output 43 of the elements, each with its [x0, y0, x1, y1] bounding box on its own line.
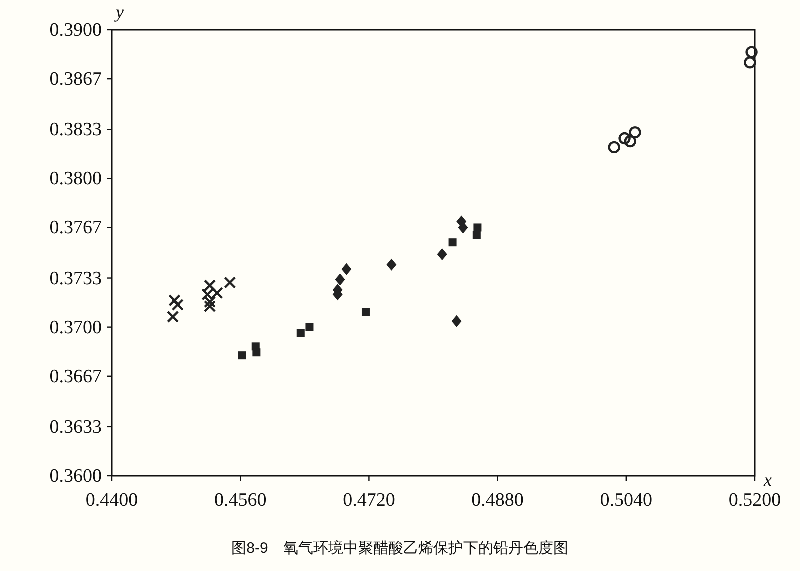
point	[474, 224, 482, 232]
y-tick-label: 0.3700	[50, 317, 102, 338]
point	[252, 348, 261, 357]
y-tick-label: 0.3767	[50, 218, 102, 239]
point	[448, 238, 457, 247]
x-tick-label: 0.4880	[472, 490, 524, 511]
y-axis-title: y	[114, 2, 124, 22]
y-tick-label: 0.3633	[50, 416, 102, 438]
point	[238, 352, 246, 360]
x-tick-label: 0.5040	[600, 490, 653, 511]
point	[211, 287, 224, 300]
point	[624, 135, 637, 148]
y-tick-label: 0.3733	[50, 268, 102, 290]
y-tick-label: 0.3800	[50, 168, 102, 190]
point	[746, 46, 758, 58]
text: 图8-9 氧气环境中聚醋酸乙烯保护下的铅丹色度图	[232, 540, 568, 557]
x-tick-label: 0.4560	[214, 490, 267, 511]
point	[296, 329, 305, 338]
x-tick-label: 0.4720	[343, 490, 396, 511]
point	[452, 315, 462, 328]
point	[608, 141, 620, 154]
point	[629, 126, 642, 139]
point	[744, 56, 756, 69]
point	[618, 132, 631, 145]
y-tick-label: 0.3667	[50, 366, 102, 388]
point	[168, 294, 181, 307]
point	[172, 298, 184, 312]
point	[335, 274, 346, 286]
point	[437, 248, 448, 260]
point	[224, 276, 236, 289]
y-tick-label: 0.3600	[50, 466, 102, 487]
point	[362, 308, 370, 316]
x-axis-title: x	[763, 470, 772, 490]
y-tick-label: 0.3900	[50, 20, 102, 41]
x-tick-label: 0.4400	[86, 490, 138, 511]
point	[342, 263, 352, 276]
point	[386, 258, 397, 271]
point	[472, 231, 481, 240]
y-tick-label: 0.3867	[50, 69, 102, 90]
point	[166, 310, 180, 324]
x-tick-label: 0.5200	[728, 490, 782, 511]
point	[306, 323, 314, 332]
y-tick-label: 0.3833	[50, 120, 102, 141]
